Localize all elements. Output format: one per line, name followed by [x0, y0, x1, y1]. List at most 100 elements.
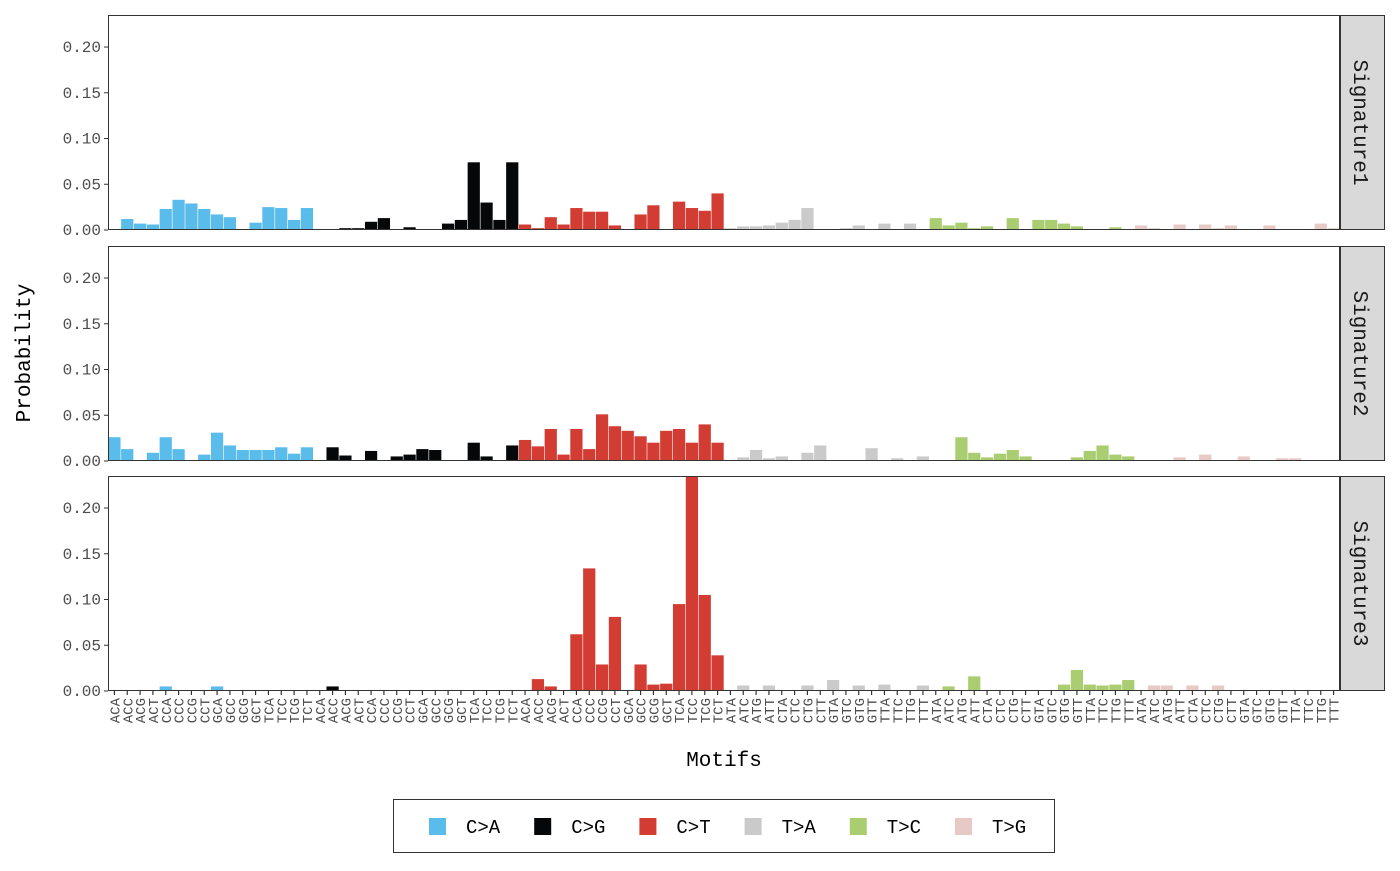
bar-t-to-c-tta — [1083, 450, 1096, 461]
bar-c-to-a-cca — [159, 686, 172, 691]
panel-background — [108, 476, 1340, 691]
panel-background — [108, 246, 1340, 461]
x-tick-label: ACA — [314, 697, 330, 723]
x-tick-label: TTT — [917, 698, 933, 723]
x-tick-label: ACT — [352, 698, 368, 723]
x-tick-label: CCG — [391, 698, 407, 723]
x-tick-label: GTG — [1058, 698, 1074, 723]
y-tick-label: 0.20 — [63, 270, 101, 288]
x-tick-label: TTA — [1289, 697, 1305, 723]
x-tick-label: GCG — [442, 698, 458, 723]
bar-c-to-a-gca — [210, 432, 224, 461]
bar-t-to-c-ttg — [1109, 684, 1122, 691]
x-tick-label: GTT — [1071, 698, 1087, 723]
bar-t-to-a-cta — [775, 456, 788, 461]
x-tick-label: GTC — [1251, 698, 1267, 723]
x-tick-label: CCT — [198, 698, 214, 723]
x-tick-label: ACC — [532, 698, 548, 723]
bar-c-to-t-ccc — [583, 449, 596, 461]
x-tick-label: GCA — [622, 697, 638, 723]
facet-strip — [1340, 476, 1385, 691]
bar-t-to-a-ttt — [916, 456, 930, 461]
bar-t-to-g-ttg — [1314, 223, 1327, 230]
bar-t-to-c-att — [968, 452, 981, 461]
y-tick-label: 0.00 — [63, 453, 101, 471]
facet-panel-signature2: Signature2 0.00 0.05 0.10 0.15 0.20 — [63, 246, 1385, 471]
x-tick-label: TCA — [468, 697, 484, 723]
x-tick-label: ATT — [968, 698, 984, 723]
x-tick-label: CCG — [185, 698, 201, 723]
bar-c-to-t-tct — [711, 442, 724, 461]
x-tick-label: GCT — [455, 698, 471, 723]
bar-t-to-a-ctg — [801, 452, 814, 461]
bar-c-to-t-acc — [531, 679, 545, 691]
x-tick-label: CTG — [1007, 698, 1023, 723]
bar-c-to-g-cct — [403, 227, 416, 230]
bar-c-to-t-cca — [570, 428, 583, 461]
y-tick-label: 0.15 — [63, 85, 101, 103]
bar-t-to-a-ttc — [891, 458, 904, 461]
x-axis-title: Motifs — [686, 750, 762, 773]
bar-t-to-a-ctc — [788, 219, 801, 230]
bar-t-to-c-att — [968, 676, 981, 691]
x-tick-labels: ACAACCACGACTCCACCCCCGCCTGCAGCCGCGGCTTCAT… — [108, 691, 1344, 723]
bar-t-to-c-ctc — [993, 453, 1007, 461]
x-tick-label: CCC — [378, 698, 394, 723]
facet-panel-signature3: Signature3 0.00 0.05 0.10 0.15 0.20 — [63, 476, 1385, 701]
y-tick-label: 0.00 — [63, 683, 101, 701]
x-tick-label: TCT — [506, 698, 522, 723]
bar-t-to-c-ttt — [1122, 680, 1135, 691]
legend-label: T>C — [887, 817, 921, 839]
x-tick-label: GCC — [429, 698, 445, 723]
bar-c-to-a-tcg — [287, 453, 301, 461]
bar-c-to-t-gcc — [634, 664, 647, 691]
bar-c-to-g-gcg — [441, 223, 455, 230]
x-tick-label: ACT — [558, 698, 574, 723]
legend-item-t-to-c: T>C — [849, 817, 921, 839]
bar-c-to-g-cca — [364, 221, 378, 230]
x-tick-label: ATA — [724, 697, 740, 723]
bar-t-to-c-gtt — [1070, 669, 1084, 691]
x-tick-label: GCA — [211, 697, 227, 723]
legend-label: C>G — [571, 817, 605, 839]
bar-c-to-t-tcg — [698, 424, 711, 461]
bar-t-to-c-ttg — [1109, 227, 1122, 230]
bar-t-to-c-cta — [980, 226, 994, 230]
x-tick-label: CCC — [583, 698, 599, 723]
legend-swatch — [955, 818, 972, 835]
legend-swatch — [429, 818, 446, 835]
bar-c-to-t-tca — [672, 428, 686, 461]
legend-label: T>A — [782, 817, 817, 839]
x-tick-label: GTC — [840, 698, 856, 723]
bar-c-to-a-ccc — [172, 449, 185, 461]
x-tick-label: CCG — [596, 698, 612, 723]
bar-c-to-t-act — [557, 454, 570, 461]
bar-t-to-g-ctc — [1199, 224, 1212, 230]
bar-c-to-t-cct — [608, 225, 622, 230]
bar-c-to-t-cct — [608, 426, 622, 461]
bar-t-to-c-gtt — [1070, 457, 1084, 461]
legend-label: T>G — [992, 817, 1026, 839]
x-tick-label: GTT — [866, 698, 882, 723]
x-tick-label: CCT — [609, 698, 625, 723]
bar-c-to-t-acg — [544, 428, 557, 461]
x-tick-label: TCC — [481, 698, 497, 723]
bar-c-to-a-cca — [159, 208, 172, 230]
bar-c-to-t-tcc — [685, 208, 699, 230]
y-tick-label: 0.05 — [63, 407, 101, 425]
y-tick-label: 0.10 — [63, 592, 101, 610]
bar-c-to-a-gcg — [236, 450, 249, 461]
x-tick-label: CTT — [1225, 698, 1241, 723]
x-tick-label: GTA — [827, 697, 843, 723]
bar-c-to-g-cct — [403, 454, 416, 461]
bar-c-to-g-gct — [454, 219, 468, 230]
x-tick-label: CCT — [404, 698, 420, 723]
bar-t-to-c-atg — [955, 222, 968, 230]
bar-c-to-g-ccg — [390, 456, 403, 461]
x-tick-label: TTC — [1097, 698, 1113, 723]
bar-c-to-a-act — [146, 452, 160, 461]
x-tick-label: GTC — [1045, 698, 1061, 723]
bar-t-to-a-tta — [878, 223, 891, 230]
x-tick-label: GCG — [237, 698, 253, 723]
bar-c-to-t-acg — [544, 217, 557, 230]
